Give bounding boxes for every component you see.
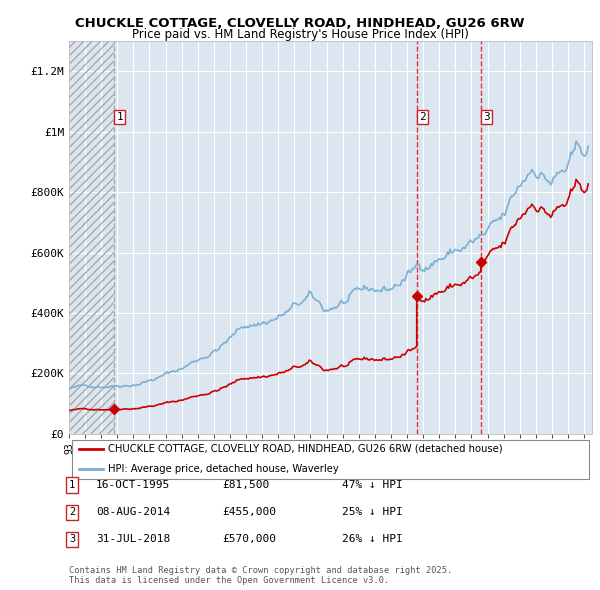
Text: 31-JUL-2018: 31-JUL-2018: [96, 535, 170, 544]
Text: 25% ↓ HPI: 25% ↓ HPI: [342, 507, 403, 517]
FancyBboxPatch shape: [71, 441, 589, 478]
Text: CHUCKLE COTTAGE, CLOVELLY ROAD, HINDHEAD, GU26 6RW (detached house): CHUCKLE COTTAGE, CLOVELLY ROAD, HINDHEAD…: [108, 444, 503, 454]
Text: 16-OCT-1995: 16-OCT-1995: [96, 480, 170, 490]
Bar: [69, 41, 114, 434]
Text: 2: 2: [69, 507, 75, 517]
Text: £570,000: £570,000: [222, 535, 276, 544]
Text: £81,500: £81,500: [222, 480, 269, 490]
Text: 1: 1: [69, 480, 75, 490]
Text: £455,000: £455,000: [222, 507, 276, 517]
Text: 2: 2: [419, 112, 426, 122]
Text: Contains HM Land Registry data © Crown copyright and database right 2025.
This d: Contains HM Land Registry data © Crown c…: [69, 566, 452, 585]
Text: 08-AUG-2014: 08-AUG-2014: [96, 507, 170, 517]
Text: HPI: Average price, detached house, Waverley: HPI: Average price, detached house, Wave…: [108, 464, 339, 474]
Text: 26% ↓ HPI: 26% ↓ HPI: [342, 535, 403, 544]
Text: 47% ↓ HPI: 47% ↓ HPI: [342, 480, 403, 490]
Text: Price paid vs. HM Land Registry's House Price Index (HPI): Price paid vs. HM Land Registry's House …: [131, 28, 469, 41]
Text: 3: 3: [483, 112, 490, 122]
Text: CHUCKLE COTTAGE, CLOVELLY ROAD, HINDHEAD, GU26 6RW: CHUCKLE COTTAGE, CLOVELLY ROAD, HINDHEAD…: [75, 17, 525, 30]
Text: 1: 1: [116, 112, 123, 122]
Text: 3: 3: [69, 535, 75, 544]
